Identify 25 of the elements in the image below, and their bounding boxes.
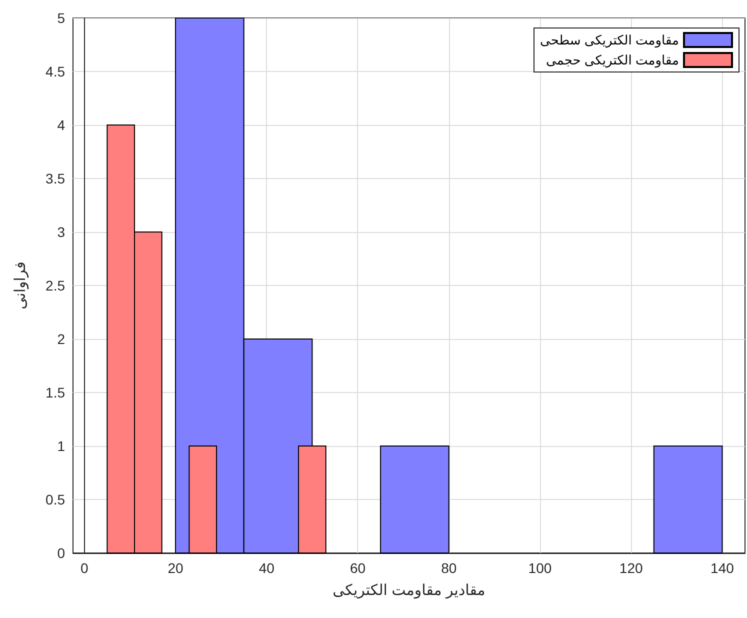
y-tick-label: 2.5 xyxy=(46,278,66,294)
y-tick-label: 2 xyxy=(57,331,66,347)
y-tick-label: 3 xyxy=(57,224,66,240)
y-tick-label: 5 xyxy=(57,10,66,26)
x-tick-label: 20 xyxy=(168,560,184,576)
x-tick-label: 80 xyxy=(441,560,457,576)
x-axis-title: مقادیر مقاومت الکتریکی xyxy=(332,582,486,599)
x-tick-label: 100 xyxy=(528,560,552,576)
y-tick-label: 4.5 xyxy=(46,64,66,80)
y-tick-label: 0 xyxy=(57,545,66,561)
y-tick-label: 4 xyxy=(57,117,66,133)
x-tick-label: 140 xyxy=(710,560,734,576)
bar xyxy=(380,446,450,554)
y-tick-label: 0.5 xyxy=(46,492,66,508)
bar xyxy=(653,446,723,554)
x-tick-label: 0 xyxy=(80,560,88,576)
y-tick-label: 3.5 xyxy=(46,170,66,186)
x-tick-label: 60 xyxy=(350,560,366,576)
y-tick-label: 1 xyxy=(57,438,66,454)
x-tick-label: 120 xyxy=(619,560,643,576)
x-tick-label: 40 xyxy=(258,560,275,576)
y-tick-label: 1.5 xyxy=(46,384,66,400)
legend-label: مقاومت الکتریکی حجمی xyxy=(546,52,679,68)
legend-label: مقاومت الکتریکی سطحی xyxy=(540,32,679,48)
y-axis-title: فراوانی xyxy=(12,262,29,310)
